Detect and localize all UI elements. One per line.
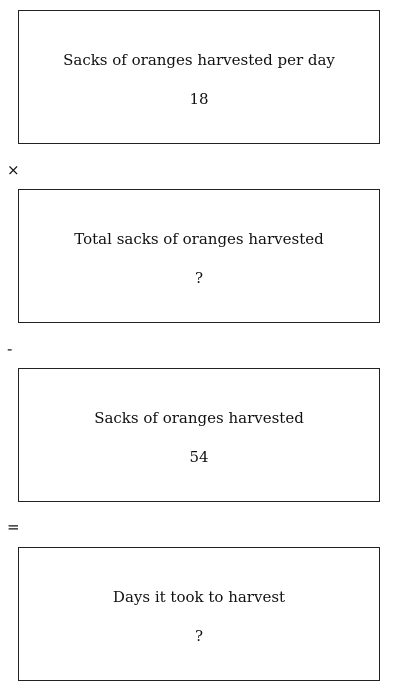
box-label: Total sacks of oranges harvested <box>74 230 324 248</box>
box-sacks-per-day: Sacks of oranges harvested per day 18 <box>18 10 380 144</box>
box-value: 18 <box>189 90 209 108</box>
box-sacks-harvested: Sacks of oranges harvested 54 <box>18 368 380 502</box>
box-label: Days it took to harvest <box>112 588 286 606</box>
box-days-to-harvest: Days it took to harvest ? <box>18 547 380 681</box>
box-value: 54 <box>189 448 209 466</box>
minus-operator: - <box>7 340 13 358</box>
box-total-sacks: Total sacks of oranges harvested ? <box>18 189 380 323</box>
box-label: Sacks of oranges harvested <box>94 409 304 427</box>
box-value: ? <box>194 269 204 287</box>
multiply-operator: × <box>7 161 20 179</box>
equals-operator: = <box>7 518 20 536</box>
box-value: ? <box>194 627 204 645</box>
box-label: Sacks of oranges harvested per day <box>63 51 335 69</box>
